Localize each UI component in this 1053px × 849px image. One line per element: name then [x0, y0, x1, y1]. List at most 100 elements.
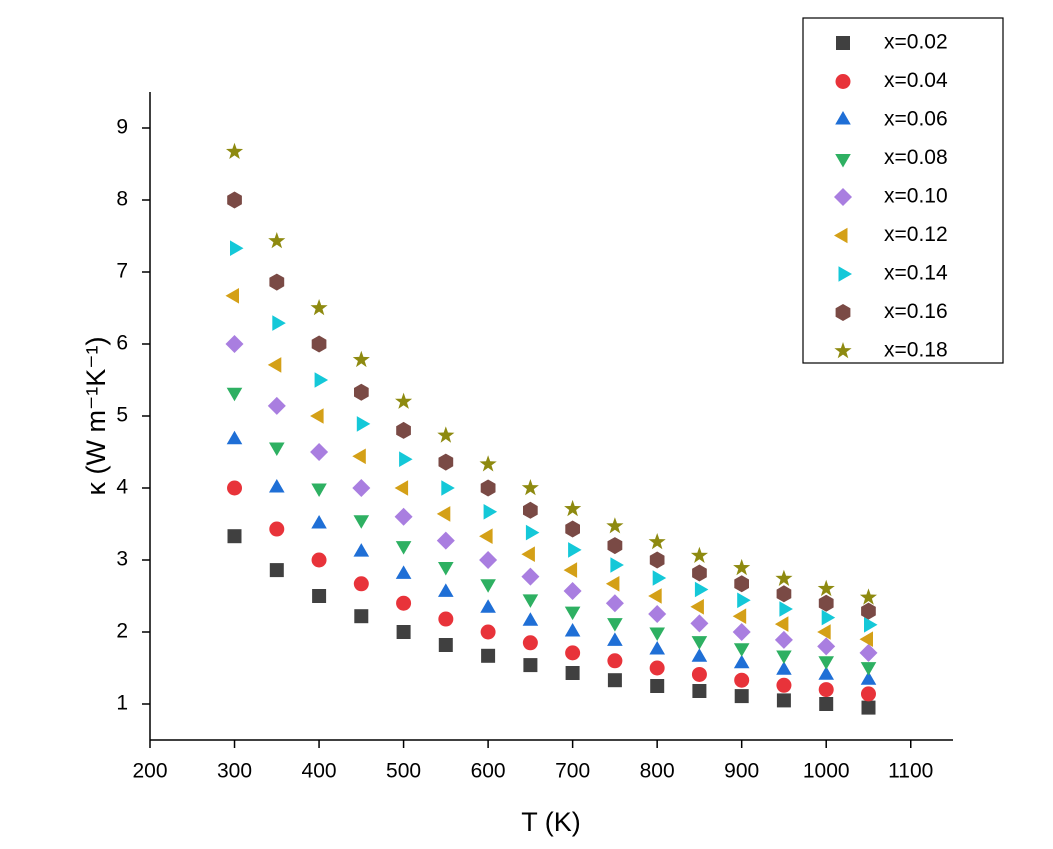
- point: [352, 350, 370, 368]
- point: [733, 654, 750, 669]
- point: [732, 608, 747, 624]
- x-tick-label: 900: [724, 760, 759, 783]
- point: [522, 635, 538, 651]
- x-tick-label: 800: [640, 760, 675, 783]
- point: [859, 588, 877, 605]
- point: [310, 443, 329, 461]
- point: [438, 453, 454, 471]
- point: [607, 632, 623, 646]
- point: [694, 581, 709, 598]
- point: [268, 232, 286, 249]
- point: [525, 524, 540, 541]
- legend-label: x=0.08: [884, 146, 948, 169]
- point: [779, 601, 793, 617]
- point: [737, 592, 751, 609]
- x-tick-label: 700: [555, 760, 590, 783]
- point: [732, 623, 751, 641]
- point: [311, 335, 327, 353]
- point: [861, 700, 876, 715]
- point: [395, 541, 412, 555]
- point: [227, 191, 242, 209]
- point: [310, 299, 328, 316]
- point: [230, 240, 244, 256]
- point: [226, 142, 244, 159]
- point: [353, 543, 370, 557]
- legend-marker: [838, 266, 852, 282]
- point: [606, 517, 624, 534]
- point: [481, 648, 496, 663]
- point: [269, 563, 284, 578]
- point: [436, 506, 451, 522]
- legend-label: x=0.10: [884, 185, 948, 208]
- point: [648, 605, 667, 623]
- point: [818, 666, 834, 680]
- y-tick-label: 1: [116, 692, 128, 715]
- point: [353, 576, 369, 592]
- point: [565, 645, 581, 661]
- point: [314, 372, 329, 388]
- point: [733, 643, 750, 657]
- point: [564, 499, 582, 517]
- y-tick-label: 8: [116, 188, 128, 211]
- point: [776, 693, 791, 708]
- point: [649, 660, 665, 676]
- point: [480, 599, 496, 613]
- point: [311, 552, 327, 568]
- point: [860, 662, 877, 676]
- point: [733, 558, 751, 576]
- point: [225, 335, 244, 353]
- point: [353, 515, 370, 529]
- legend-marker: [834, 227, 848, 244]
- point: [610, 557, 624, 573]
- legend-marker: [836, 36, 850, 50]
- point: [648, 533, 666, 550]
- point: [354, 383, 369, 401]
- point: [860, 686, 876, 702]
- legend-marker: [834, 188, 852, 206]
- y-tick-label: 4: [116, 476, 128, 499]
- point: [311, 483, 327, 497]
- y-tick-label: 5: [116, 404, 128, 427]
- point: [607, 618, 623, 632]
- point: [227, 529, 242, 544]
- point: [479, 551, 498, 569]
- point: [479, 455, 497, 472]
- point: [734, 672, 750, 688]
- point: [691, 636, 708, 650]
- point: [267, 357, 282, 373]
- point: [438, 611, 454, 627]
- point: [437, 426, 455, 443]
- point: [774, 630, 793, 649]
- point: [568, 542, 582, 558]
- y-tick-label: 9: [116, 116, 128, 139]
- point: [817, 637, 836, 656]
- point: [521, 546, 535, 562]
- point: [690, 599, 704, 615]
- y-tick-label: 3: [116, 548, 128, 571]
- point: [818, 594, 834, 612]
- point: [269, 273, 285, 291]
- point: [399, 451, 413, 467]
- y-tick-label: 2: [116, 620, 128, 643]
- x-tick-label: 300: [217, 760, 252, 783]
- point: [269, 442, 285, 456]
- point: [607, 653, 623, 669]
- point: [860, 671, 877, 685]
- point: [438, 583, 454, 597]
- point: [776, 650, 792, 664]
- point: [691, 648, 708, 662]
- point: [565, 520, 580, 538]
- point: [607, 673, 622, 688]
- point: [817, 579, 835, 597]
- point: [396, 595, 412, 611]
- point: [649, 627, 665, 641]
- point: [649, 551, 665, 569]
- point: [861, 602, 876, 620]
- x-tick-label: 500: [386, 760, 421, 783]
- point: [272, 315, 286, 331]
- point: [690, 546, 708, 563]
- point: [269, 521, 285, 537]
- point: [523, 501, 538, 519]
- point: [692, 564, 707, 582]
